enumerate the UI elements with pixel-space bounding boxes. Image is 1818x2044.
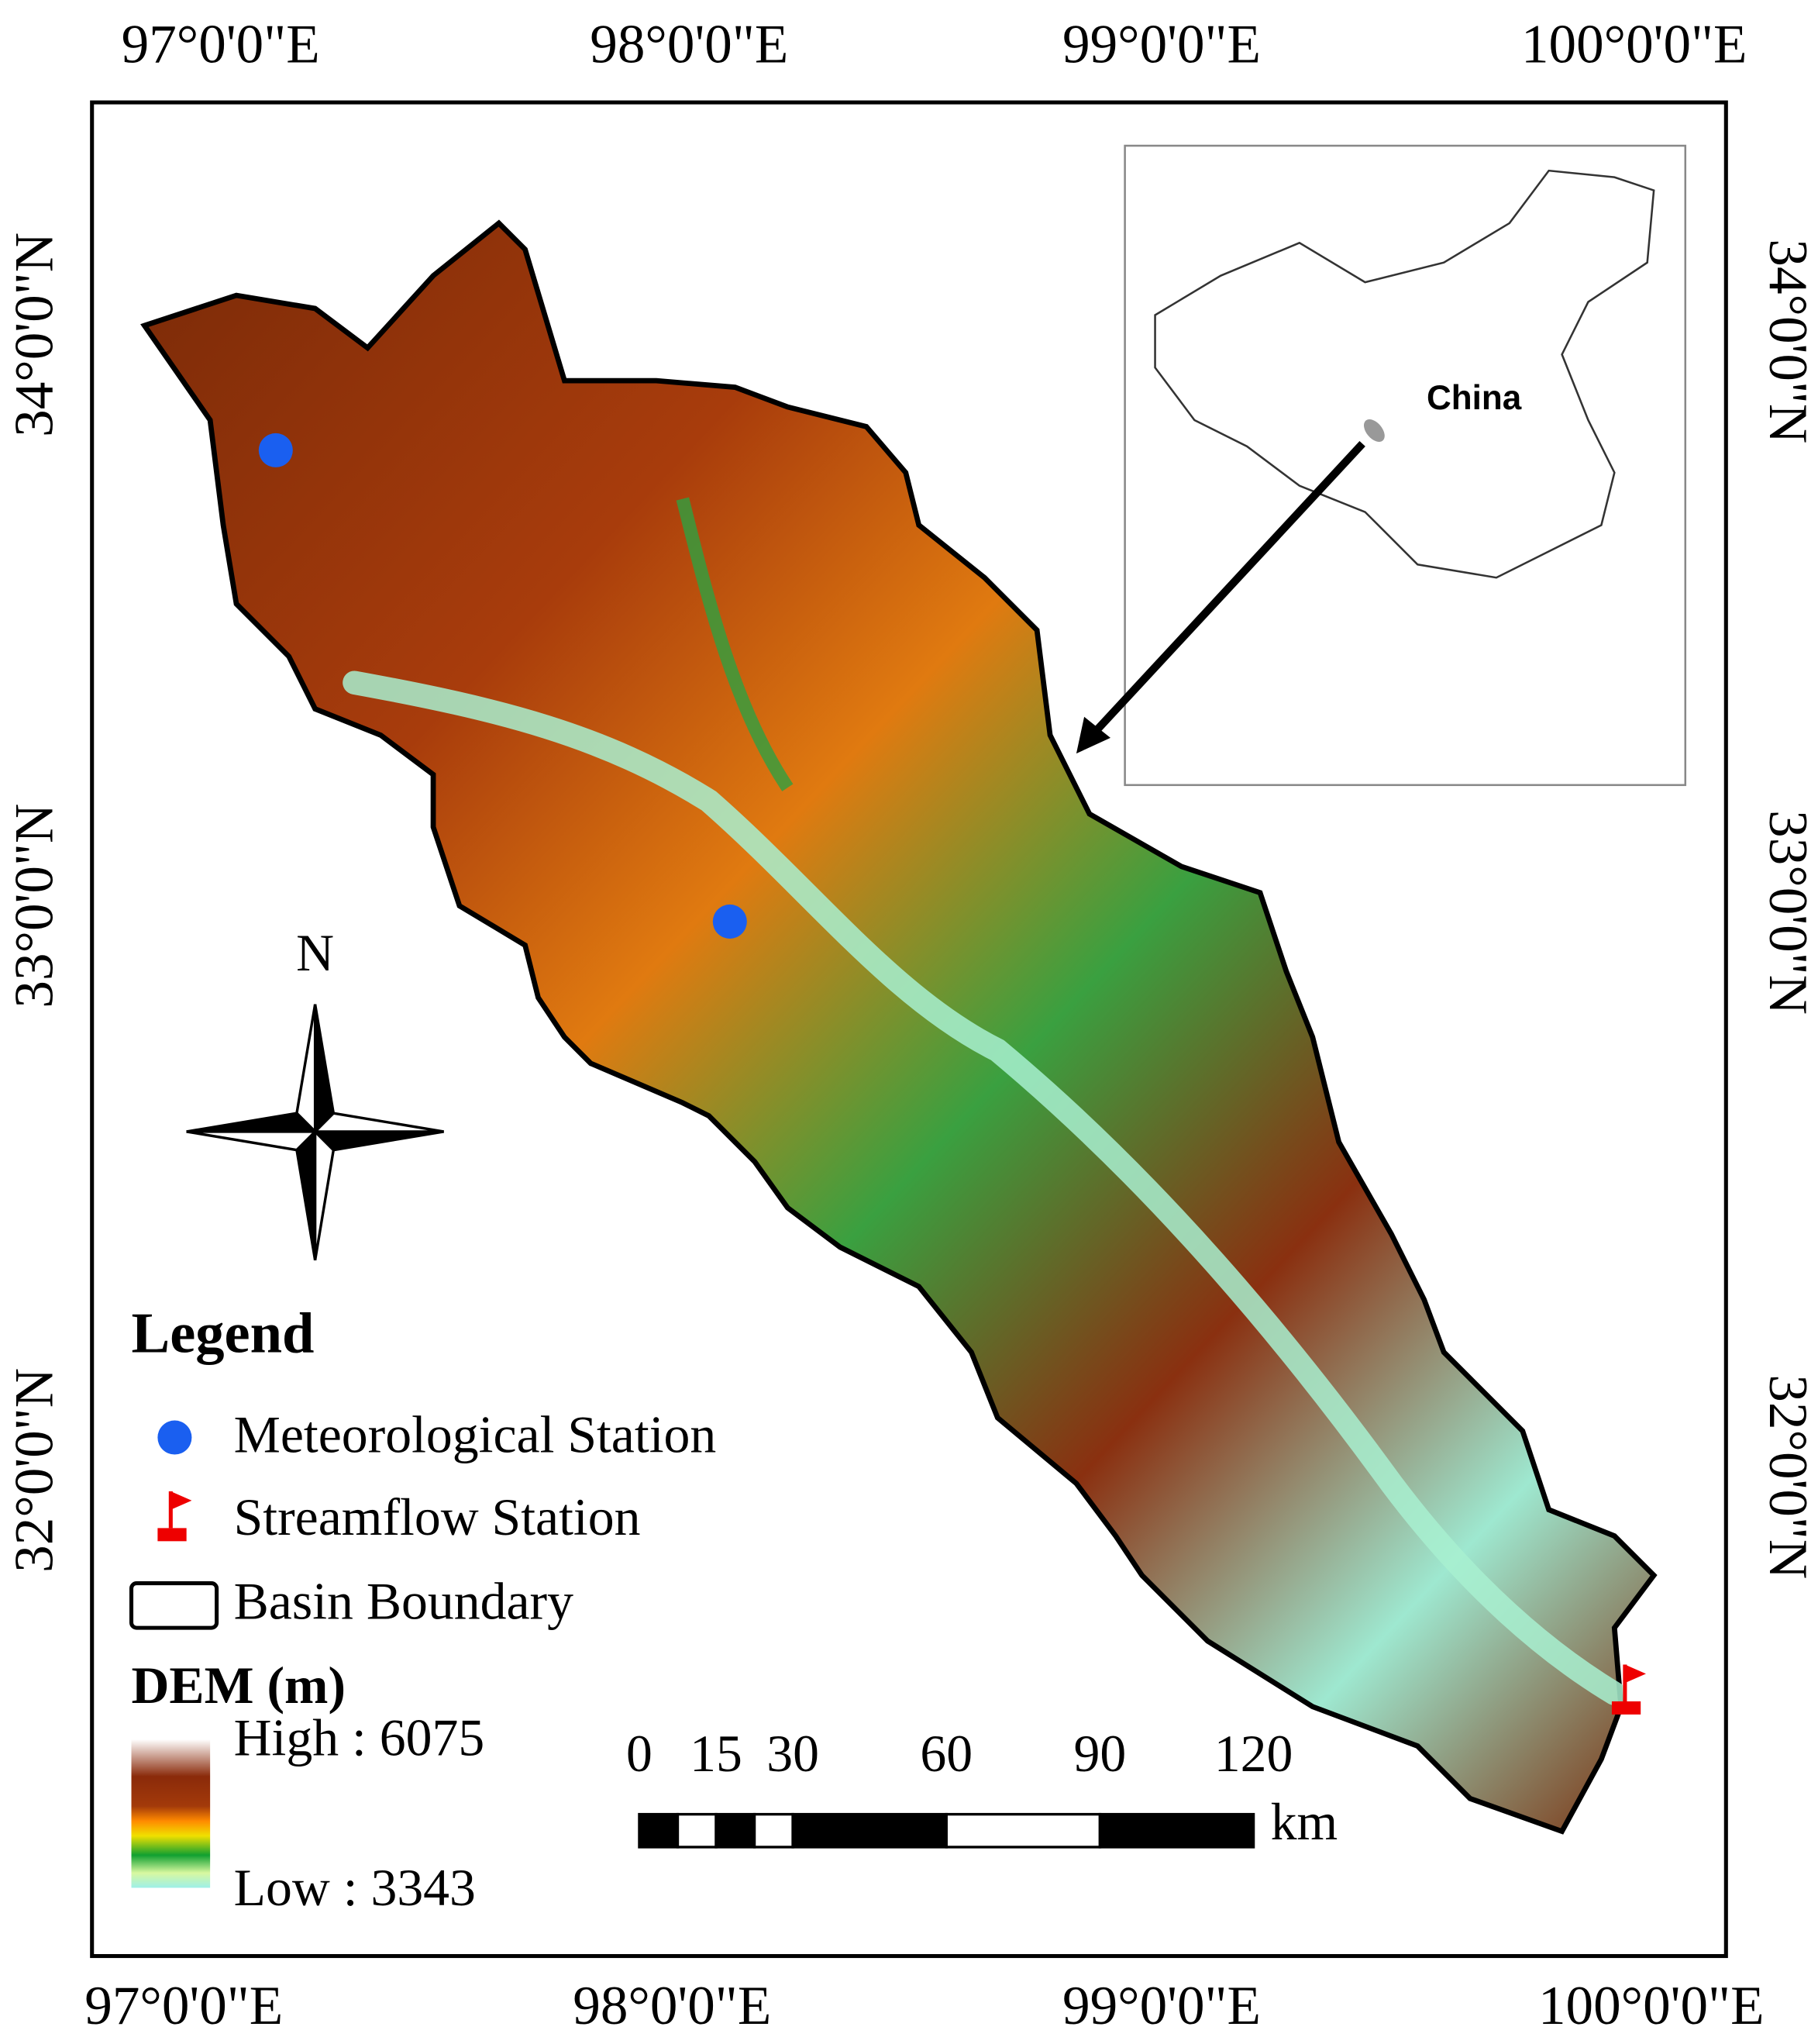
- china-outline: [1154, 169, 1655, 579]
- dem-title: DEM (m): [132, 1656, 346, 1715]
- north-arrow: [186, 1004, 444, 1261]
- legend-symbol: [157, 1420, 192, 1455]
- north-label: N: [296, 924, 334, 982]
- scale-segment: [638, 1812, 680, 1849]
- basin: [140, 219, 1658, 1835]
- scale-tick-label: 0: [626, 1725, 652, 1783]
- scale-unit: km: [1271, 1793, 1338, 1851]
- scale-tick-label: 15: [690, 1725, 742, 1783]
- legend-symbol: [157, 1491, 192, 1542]
- basin-location: [1364, 419, 1385, 443]
- inset-label: China: [1427, 379, 1522, 417]
- dem-low: Low : 3343: [234, 1859, 476, 1917]
- dem-ramp: [131, 1739, 211, 1888]
- lon-label: 97°0'0"E: [84, 1976, 283, 2036]
- lon-label: 100°0'0"E: [1538, 1976, 1765, 2036]
- lon-label: 99°0'0"E: [1062, 15, 1261, 75]
- map-frame: [90, 100, 1728, 1959]
- river-valley: [343, 670, 1627, 1706]
- scale-segment: [945, 1812, 1102, 1849]
- inset-frame: [1124, 144, 1687, 787]
- meteorological-station: [258, 433, 293, 467]
- legend-label: Streamflow Station: [234, 1488, 641, 1546]
- legend-label: Basin Boundary: [234, 1573, 573, 1631]
- scale-segment: [1098, 1812, 1255, 1849]
- scale-tick-label: 90: [1074, 1725, 1127, 1783]
- legend-label: Meteorological Station: [234, 1405, 717, 1463]
- legend-title: Legend: [132, 1302, 315, 1366]
- streamflow-station: [1611, 1664, 1646, 1715]
- lat-label: 33°0'0"N: [1758, 810, 1818, 1015]
- scale-segment: [714, 1812, 756, 1849]
- tributary: [676, 497, 794, 791]
- scale-tick-label: 60: [920, 1725, 973, 1783]
- arrow-head: [1076, 716, 1110, 754]
- meteorological-station: [712, 904, 747, 939]
- scale-tick-label: 120: [1214, 1725, 1293, 1783]
- dem-high: High : 6075: [234, 1709, 485, 1767]
- lon-label: 99°0'0"E: [1062, 1976, 1261, 2036]
- scale-segment: [791, 1812, 948, 1849]
- coordinate-labels: 97°0'0"E 98°0'0"E 99°0'0"E 100°0'0"E 97°0'0"…: [4, 15, 1817, 2036]
- lat-label: 33°0'0"N: [4, 804, 64, 1008]
- legend-symbol: [129, 1580, 219, 1630]
- lat-label: 34°0'0"N: [1758, 239, 1818, 443]
- lon-label: 98°0'0"E: [590, 15, 788, 75]
- arrow-line: [1089, 440, 1365, 738]
- lon-label: 97°0'0"E: [122, 15, 320, 75]
- scale-segment: [752, 1812, 794, 1849]
- lat-label: 32°0'0"N: [1758, 1374, 1818, 1579]
- scale-tick-label: 30: [766, 1725, 819, 1783]
- lat-label: 32°0'0"N: [4, 1368, 64, 1573]
- lon-label: 98°0'0"E: [573, 1976, 771, 2036]
- lat-label: 34°0'0"N: [4, 233, 64, 437]
- scale-segment: [676, 1812, 718, 1849]
- scale-bar: 0 15 30 60 90 120 km: [626, 1725, 1338, 1851]
- lon-label: 100°0'0"E: [1521, 15, 1747, 75]
